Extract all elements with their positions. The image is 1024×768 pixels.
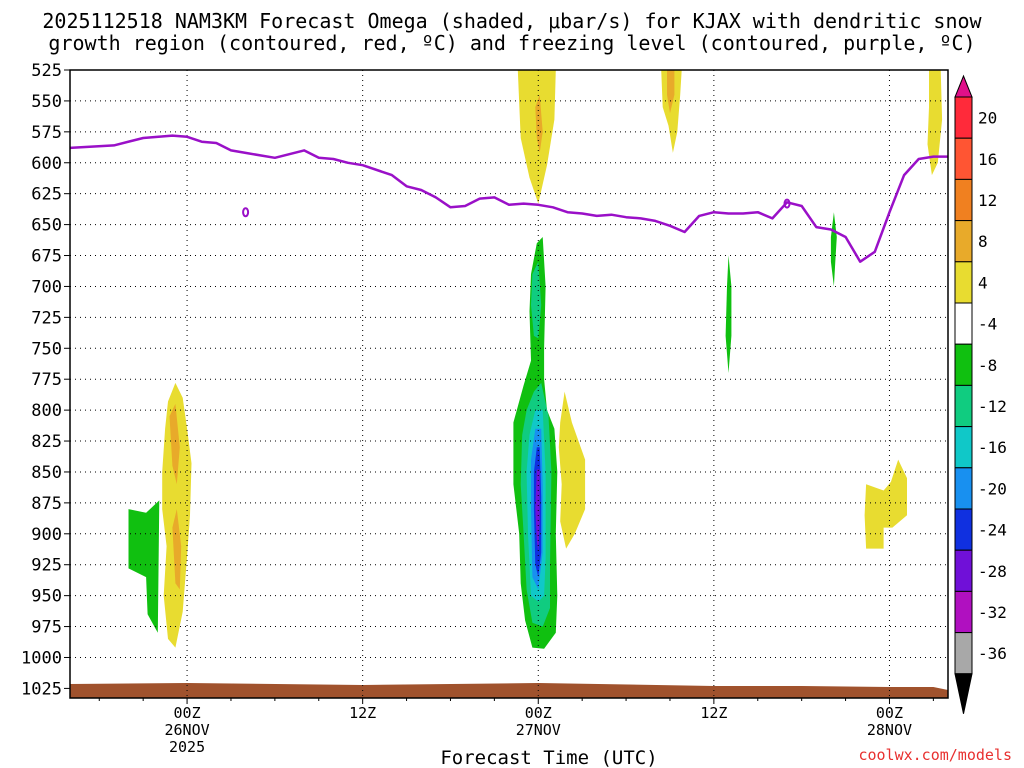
omega-area	[128, 500, 160, 633]
colorbar-level-label: 16	[978, 150, 997, 169]
omega-area	[667, 70, 675, 114]
plot-frame	[69, 69, 949, 699]
colorbar-level-label: 12	[978, 191, 997, 210]
colorbar-level-label: -12	[978, 397, 1007, 416]
pressure-tick-label: 725	[31, 308, 62, 328]
freezing-level-contour	[69, 134, 948, 263]
x-axis-label: Forecast Time (UTC)	[440, 747, 657, 768]
colorbar-swatch	[954, 508, 973, 551]
colorbar-swatch	[954, 178, 973, 222]
freezing-level-contour-label	[783, 198, 791, 209]
terrain-surface	[70, 683, 948, 698]
pressure-tick-label: 625	[31, 185, 62, 205]
time-tick-year-label: 2025	[169, 738, 205, 756]
colorbar-swatch	[954, 467, 973, 510]
omega-area	[927, 70, 943, 176]
pressure-tick-label: 875	[31, 494, 62, 514]
pressure-tick-label: 750	[31, 339, 62, 359]
pressure-tick-label: 925	[31, 556, 62, 576]
omega-area	[725, 255, 732, 373]
freezing-level-contour-label	[242, 207, 250, 218]
time-tick-date-label: 27NOV	[516, 721, 561, 739]
colorbar-swatch	[954, 426, 973, 469]
pressure-tick-label: 550	[31, 92, 62, 112]
colorbar-swatch	[954, 302, 973, 345]
pressure-tick-label: 1000	[21, 648, 62, 668]
colorbar-level-label: -32	[978, 603, 1007, 622]
time-tick-label: 12Z	[700, 704, 727, 722]
colorbar-swatch	[954, 96, 973, 139]
time-tick-date-label: 28NOV	[867, 721, 912, 739]
pressure-tick-label: 1025	[21, 679, 62, 699]
colorbar-swatch	[954, 549, 973, 592]
pressure-tick-label: 975	[31, 618, 62, 638]
pressure-tick-label: 850	[31, 463, 62, 483]
omega-area	[864, 459, 907, 549]
colorbar-level-label: -24	[978, 521, 1007, 540]
omega-area	[661, 70, 682, 153]
pressure-tick-label: 800	[31, 401, 62, 421]
omega-area	[535, 94, 543, 153]
pressure-tick-label: 525	[31, 61, 62, 81]
omega-area	[169, 403, 180, 485]
colorbar-swatch	[954, 137, 973, 180]
chart-title-line-2: growth region (contoured, red, ºC) and f…	[48, 31, 976, 55]
colorbar-level-label: -28	[978, 562, 1007, 581]
colorbar-level-label: -4	[978, 315, 997, 334]
colorbar-level-label: -8	[978, 356, 997, 375]
time-tick-date-label: 26NOV	[164, 721, 209, 739]
omega-area	[172, 509, 182, 590]
colorbar-level-label: 8	[978, 232, 988, 251]
colorbar-level-label: -20	[978, 479, 1007, 498]
colorbar-level-label: 4	[978, 273, 988, 292]
time-tick-label: 12Z	[349, 704, 376, 722]
colorbar-level-label: -16	[978, 438, 1007, 457]
colorbar-bottom-arrow	[954, 673, 973, 714]
colorbar-swatch	[954, 632, 973, 675]
pressure-tick-label: 775	[31, 370, 62, 390]
colorbar-swatch	[954, 590, 973, 634]
pressure-tick-label: 650	[31, 216, 62, 236]
colorbar-top-arrow	[954, 74, 973, 98]
pressure-tick-label: 675	[31, 247, 62, 267]
pressure-tick-label: 825	[31, 432, 62, 452]
colorbar-swatch	[954, 384, 973, 428]
site-credit: coolwx.com/models	[858, 746, 1012, 764]
colorbar-swatch	[954, 261, 973, 304]
colorbar-level-label: 20	[978, 109, 997, 128]
pressure-tick-label: 700	[31, 277, 62, 297]
colorbar-level-label: -36	[978, 644, 1007, 663]
pressure-tick-label: 600	[31, 154, 62, 174]
pressure-tick-label: 575	[31, 123, 62, 143]
time-tick-label: 00Z	[525, 704, 552, 722]
omega-area	[558, 391, 586, 549]
colorbar-swatch	[954, 343, 973, 386]
pressure-tick-label: 900	[31, 525, 62, 545]
time-tick-label: 00Z	[174, 704, 201, 722]
time-tick-label: 00Z	[876, 704, 903, 722]
pressure-tick-label: 950	[31, 587, 62, 607]
colorbar-swatch	[954, 220, 973, 263]
chart-title-line-1: 2025112518 NAM3KM Forecast Omega (shaded…	[42, 9, 982, 33]
plot-area	[70, 70, 948, 698]
